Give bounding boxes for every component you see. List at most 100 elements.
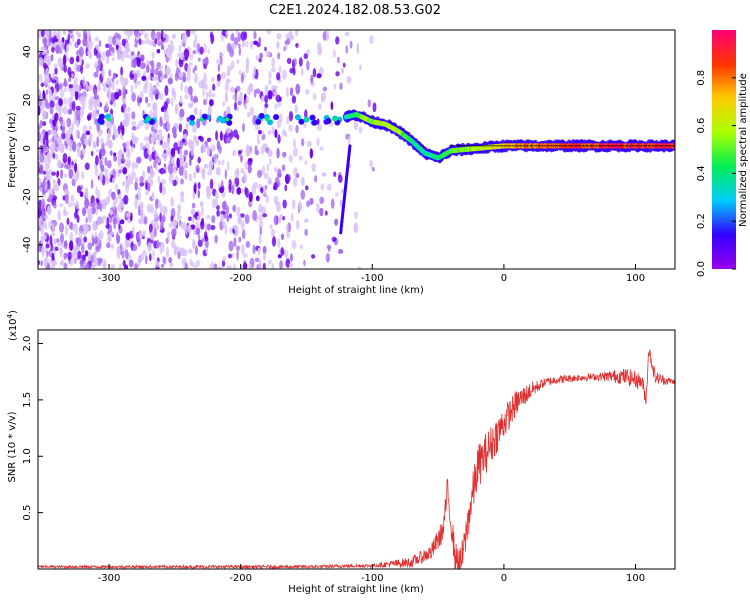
noise-speckle [154, 93, 159, 100]
noise-speckle [200, 220, 204, 226]
noise-speckle [258, 259, 262, 269]
noise-speckle [226, 214, 230, 222]
noise-speckle [109, 123, 113, 128]
noise-speckle [216, 73, 221, 82]
noise-speckle [306, 140, 312, 148]
noise-speckle [159, 92, 164, 101]
noise-speckle [131, 111, 136, 120]
noise-speckle [309, 148, 313, 159]
noise-speckle [257, 203, 263, 214]
noise-speckle [115, 79, 119, 85]
noise-speckle [85, 63, 90, 69]
noise-speckle [207, 170, 213, 176]
signal-blob [298, 118, 305, 125]
noise-speckle [288, 262, 294, 268]
signal-blob-core [199, 117, 204, 122]
noise-speckle [106, 160, 112, 169]
noise-speckle [341, 67, 344, 74]
noise-speckle [271, 57, 275, 69]
noise-speckle [96, 148, 99, 153]
noise-speckle [110, 243, 114, 250]
noise-speckle [340, 188, 344, 194]
noise-speckle [282, 69, 287, 80]
noise-speckle [252, 210, 258, 221]
noise-speckle [199, 109, 203, 119]
noise-speckle [38, 89, 41, 96]
noise-speckle [111, 57, 115, 62]
noise-speckle [233, 36, 239, 46]
noise-speckle [188, 102, 193, 108]
noise-speckle [335, 36, 340, 45]
noise-speckle [188, 173, 193, 182]
noise-speckle [179, 108, 185, 118]
noise-speckle [102, 82, 107, 87]
noise-speckle [108, 43, 113, 52]
noise-speckle [124, 249, 129, 260]
noise-speckle [137, 186, 142, 192]
noise-speckle [83, 260, 87, 267]
noise-speckle [53, 202, 57, 209]
noise-speckle [238, 150, 243, 155]
noise-speckle [41, 121, 47, 127]
noise-speckle [226, 70, 231, 77]
noise-speckle [339, 82, 343, 91]
noise-speckle [147, 148, 150, 155]
noise-speckle [136, 232, 140, 241]
noise-speckle [178, 123, 183, 133]
noise-speckle [44, 30, 50, 38]
noise-speckle [151, 149, 157, 161]
noise-speckle [301, 138, 305, 147]
noise-speckle [224, 91, 228, 103]
noise-speckle [74, 162, 78, 173]
noise-speckle [197, 189, 201, 199]
noise-speckle [180, 155, 185, 160]
noise-speckle [150, 136, 156, 143]
noise-speckle [148, 154, 152, 162]
y-tick-label: 0.5 [22, 505, 33, 521]
noise-speckle [130, 51, 135, 56]
noise-speckle [237, 32, 242, 42]
noise-speckle [258, 36, 262, 44]
noise-speckle [68, 72, 72, 79]
noise-speckle [81, 80, 85, 85]
noise-speckle [184, 85, 189, 94]
noise-speckle [131, 126, 137, 131]
noise-speckle [162, 32, 166, 39]
noise-speckle [203, 42, 207, 54]
signal-blob-core [304, 117, 309, 122]
noise-speckle [281, 164, 286, 172]
noise-speckle [180, 196, 185, 203]
noise-speckle [194, 65, 198, 71]
noise-speckle [265, 195, 270, 204]
noise-speckle [168, 222, 173, 229]
noise-speckle [41, 46, 47, 56]
noise-speckle [306, 60, 310, 71]
noise-speckle [84, 162, 90, 171]
noise-speckle [117, 46, 123, 52]
noise-speckle [317, 46, 323, 56]
noise-speckle [123, 194, 129, 205]
noise-speckle [190, 94, 193, 102]
noise-speckle [91, 236, 95, 247]
noise-speckle [178, 44, 182, 52]
noise-speckle [63, 105, 68, 115]
noise-speckle [66, 117, 72, 128]
noise-speckle [84, 197, 90, 209]
noise-speckle [295, 83, 301, 95]
noise-speckle [100, 137, 104, 145]
noise-speckle [66, 44, 69, 54]
noise-speckle [190, 208, 196, 216]
noise-speckle [277, 238, 281, 249]
noise-speckle [72, 223, 78, 229]
noise-speckle [124, 163, 127, 168]
noise-speckle [197, 156, 201, 164]
noise-speckle [188, 139, 193, 149]
noise-speckle [126, 147, 131, 159]
noise-speckle [51, 221, 55, 232]
noise-speckle [38, 57, 44, 67]
noise-speckle [84, 250, 89, 257]
noise-speckle [63, 96, 67, 106]
noise-speckle [71, 100, 76, 112]
noise-speckle [63, 173, 68, 178]
noise-speckle [216, 140, 221, 151]
